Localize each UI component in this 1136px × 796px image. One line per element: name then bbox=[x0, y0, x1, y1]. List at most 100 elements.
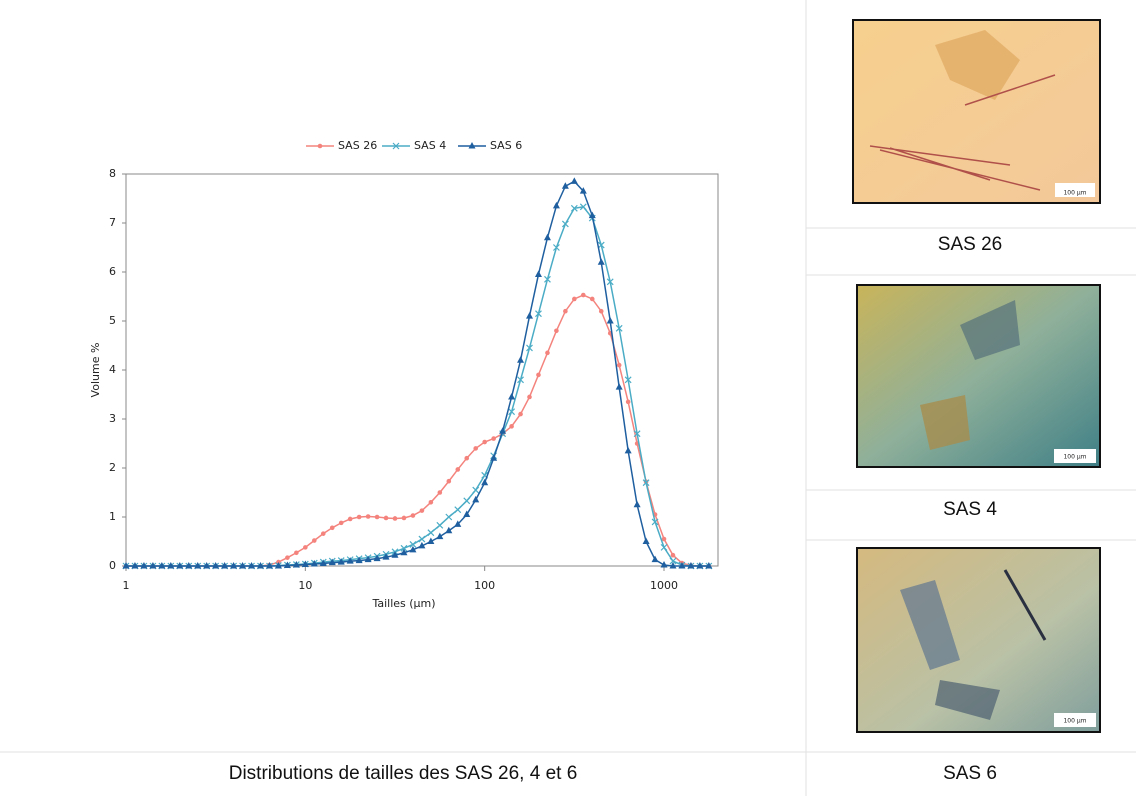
point bbox=[203, 562, 211, 569]
point bbox=[472, 495, 480, 503]
point bbox=[468, 142, 476, 149]
point bbox=[446, 478, 452, 484]
point bbox=[427, 529, 435, 537]
point bbox=[392, 516, 398, 521]
point bbox=[517, 356, 525, 363]
series-line bbox=[126, 294, 709, 567]
point bbox=[400, 544, 408, 552]
point bbox=[401, 515, 407, 521]
point bbox=[256, 562, 264, 569]
point bbox=[303, 545, 308, 550]
point bbox=[364, 555, 372, 563]
point bbox=[285, 555, 290, 560]
y-tick-label: 6 bbox=[109, 265, 116, 278]
point bbox=[312, 538, 317, 543]
series-line bbox=[126, 206, 709, 567]
point bbox=[329, 525, 335, 531]
point bbox=[294, 550, 299, 556]
scale-label: 100 µm bbox=[1063, 718, 1086, 725]
point bbox=[337, 558, 345, 565]
point bbox=[419, 508, 425, 513]
point bbox=[561, 182, 569, 189]
point bbox=[616, 362, 622, 368]
point bbox=[373, 554, 381, 562]
point bbox=[624, 446, 632, 454]
point bbox=[669, 562, 677, 569]
point bbox=[356, 514, 362, 520]
scale-label: 100 µm bbox=[1063, 454, 1086, 461]
point bbox=[472, 486, 480, 494]
point bbox=[454, 520, 462, 527]
point bbox=[615, 383, 623, 390]
point bbox=[409, 541, 417, 548]
point bbox=[660, 543, 668, 551]
point bbox=[615, 324, 623, 332]
micrograph: 100 µm bbox=[852, 19, 1101, 204]
point bbox=[319, 559, 327, 567]
point bbox=[374, 514, 380, 520]
point bbox=[464, 455, 470, 461]
point bbox=[445, 513, 453, 521]
y-tick-label: 7 bbox=[109, 216, 116, 229]
point bbox=[669, 557, 677, 565]
point bbox=[194, 562, 202, 569]
point bbox=[544, 275, 551, 283]
point bbox=[140, 562, 148, 569]
point bbox=[518, 411, 523, 417]
point bbox=[579, 187, 587, 194]
point bbox=[410, 513, 416, 518]
point bbox=[481, 478, 489, 486]
y-tick-label: 5 bbox=[109, 314, 116, 327]
point bbox=[365, 514, 371, 519]
micrograph: 100 µm bbox=[856, 547, 1101, 733]
point bbox=[606, 278, 614, 286]
point bbox=[606, 317, 614, 324]
panel-caption: SAS 6 bbox=[943, 763, 997, 784]
point bbox=[445, 526, 453, 534]
legend-label: SAS 4 bbox=[414, 139, 446, 152]
point bbox=[525, 312, 533, 319]
point bbox=[176, 562, 184, 569]
point bbox=[292, 561, 300, 568]
point bbox=[248, 562, 256, 569]
point bbox=[437, 490, 443, 495]
point bbox=[317, 143, 323, 149]
point bbox=[563, 308, 568, 314]
micrograph: 100 µm bbox=[856, 284, 1101, 468]
y-tick-label: 4 bbox=[109, 363, 116, 376]
point bbox=[687, 562, 695, 569]
y-tick-label: 1 bbox=[109, 510, 116, 523]
point bbox=[482, 439, 487, 445]
point bbox=[400, 548, 408, 556]
point bbox=[347, 516, 353, 522]
point bbox=[642, 479, 650, 487]
point bbox=[490, 454, 498, 461]
point bbox=[428, 500, 434, 505]
legend-label: SAS 26 bbox=[338, 139, 377, 152]
point bbox=[517, 376, 524, 384]
point bbox=[552, 244, 560, 251]
point bbox=[409, 545, 417, 553]
point bbox=[536, 372, 541, 378]
point bbox=[651, 518, 659, 526]
point bbox=[274, 562, 282, 569]
point bbox=[552, 201, 560, 209]
x-tick-label: 10 bbox=[298, 579, 312, 592]
x-tick-label: 1 bbox=[123, 579, 130, 592]
point bbox=[651, 555, 659, 563]
point bbox=[328, 558, 336, 566]
y-axis-title: Volume % bbox=[89, 343, 102, 398]
y-tick-label: 2 bbox=[109, 461, 116, 474]
point bbox=[392, 142, 400, 150]
point bbox=[535, 310, 542, 318]
point bbox=[167, 562, 175, 569]
point bbox=[561, 220, 569, 228]
point bbox=[418, 541, 426, 549]
point bbox=[570, 204, 578, 212]
point bbox=[239, 562, 247, 569]
point bbox=[508, 392, 516, 400]
point bbox=[338, 520, 344, 526]
point bbox=[185, 562, 193, 569]
point bbox=[436, 532, 444, 540]
